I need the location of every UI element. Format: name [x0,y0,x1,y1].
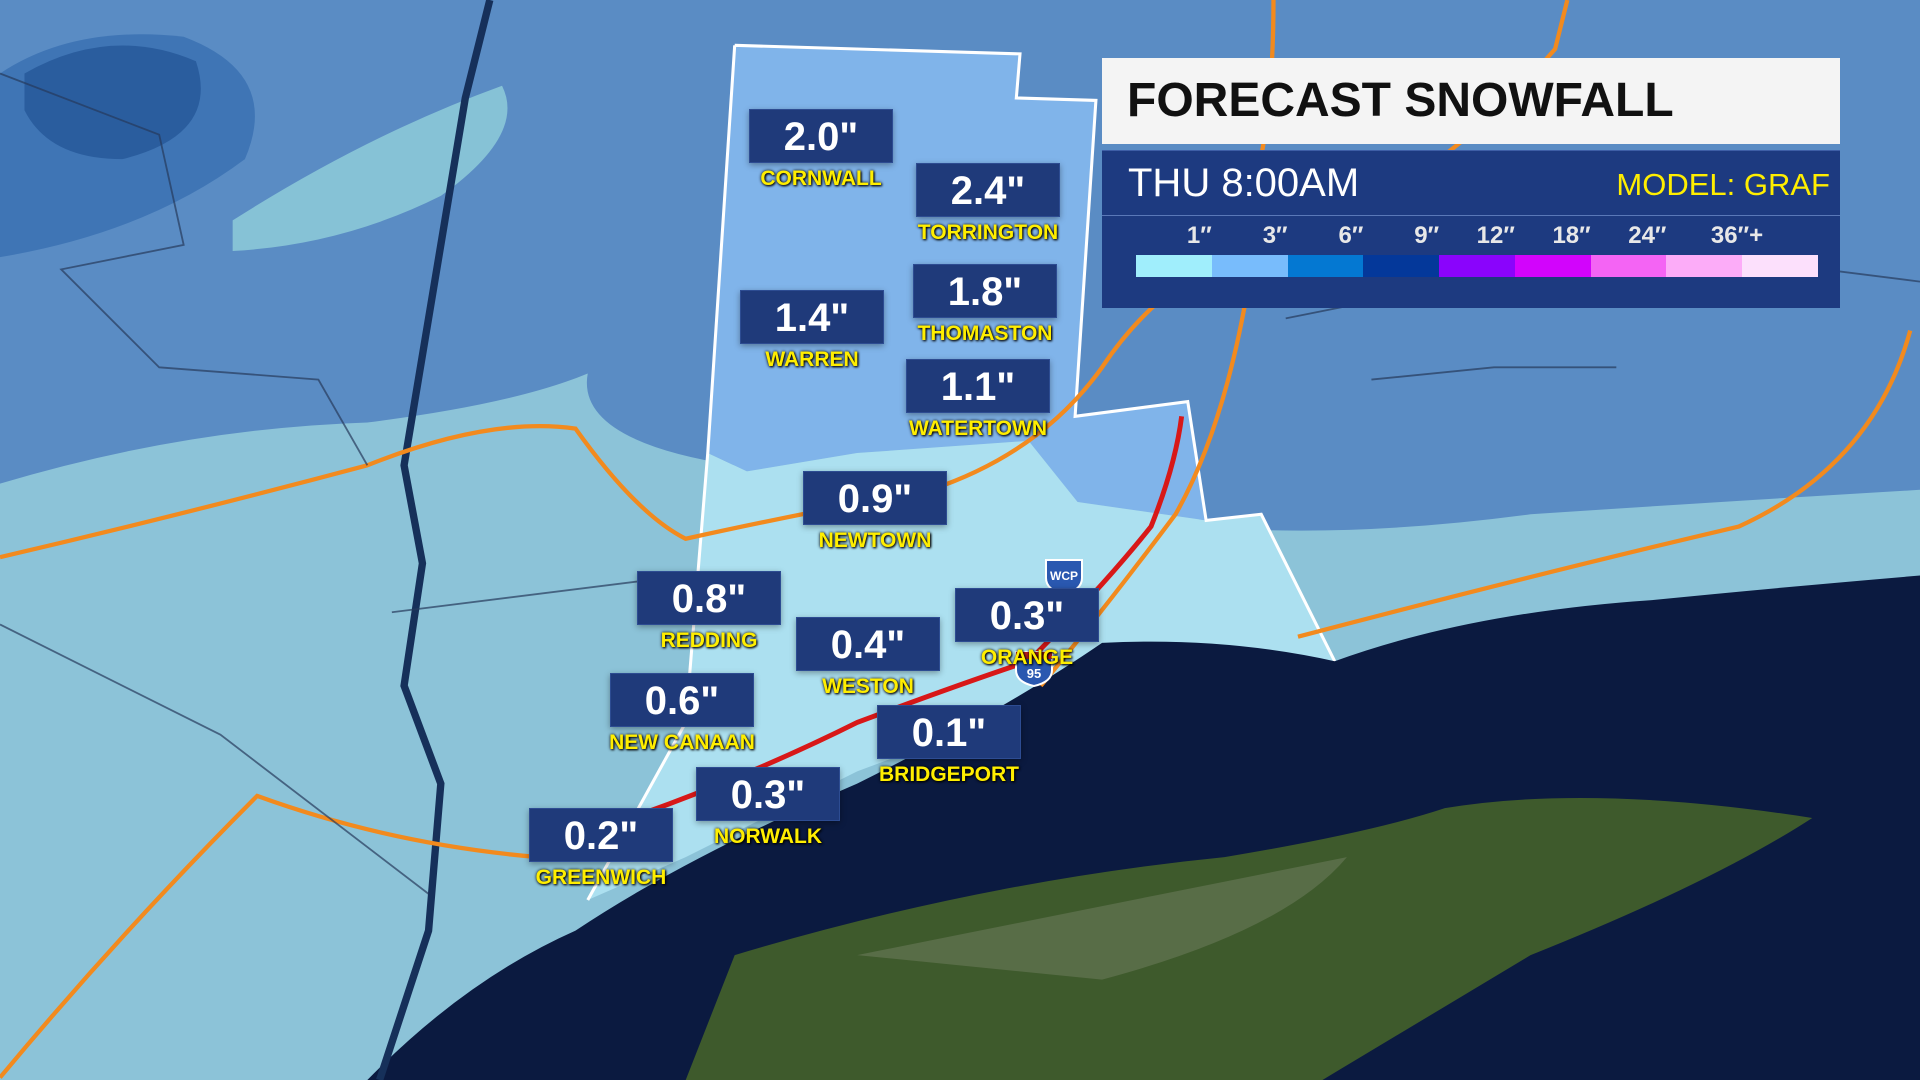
town-label-newtown: 0.9" NEWTOWN [803,471,947,553]
town-label-orange: 0.3" ORANGE [955,588,1099,670]
forecast-panel: FORECAST SNOWFALL THU 8:00AM MODEL: GRAF… [1102,58,1840,308]
snowfall-value: 0.3" [955,588,1099,642]
town-name: TORRINGTON [917,221,1059,244]
snowfall-value: 2.4" [916,163,1060,217]
legend-swatch [1211,255,1288,277]
hudson-river [376,0,494,1080]
legend-tick-label: 3″ [1262,222,1288,249]
town-name: BRIDGEPORT [878,763,1019,786]
legend-tick-label: 18″ [1552,222,1591,249]
town-name: WARREN [765,348,859,371]
legend-swatch [1590,255,1667,277]
town-name: WATERTOWN [908,417,1048,440]
legend-swatch [1136,255,1212,277]
model-name: MODEL: GRAF [1616,167,1830,202]
legend-swatch [1363,255,1440,277]
town-label-greenwich: 0.2" GREENWICH [529,808,673,890]
snowfall-value: 1.8" [913,264,1057,318]
snowfall-value: 0.9" [803,471,947,525]
legend-swatch [1439,255,1515,277]
legend-tick-label: 9″ [1414,222,1440,249]
snowfall-value: 1.1" [906,359,1050,413]
panel-title: FORECAST SNOWFALL [1102,58,1840,144]
i95-shield-icon: 95 [1015,651,1053,688]
town-label-norwalk: 0.3" NORWALK [696,767,840,849]
town-name: NEWTOWN [818,529,932,552]
legend-tick-label: 1″ [1186,222,1212,249]
wcp-shield-label: WCP [1050,569,1078,583]
town-label-bridgeport: 0.1" BRIDGEPORT [877,705,1021,787]
town-label-redding: 0.8" REDDING [637,571,781,653]
legend-swatch [1287,255,1364,277]
town-name: ORANGE [980,646,1074,669]
town-name: REDDING [660,629,758,652]
i95-shield-label: 95 [1027,666,1041,681]
snowfall-value: 0.3" [696,767,840,821]
legend-swatch [1742,255,1819,277]
divider [1102,215,1840,216]
legend-tick-label: 24″ [1628,222,1667,249]
town-label-new-canaan: 0.6" NEW CANAAN [609,673,755,755]
legend-color-bar [1136,255,1819,277]
snowfall-value: 0.8" [637,571,781,625]
town-label-warren: 1.4" WARREN [740,290,884,372]
town-label-thomaston: 1.8" THOMASTON [913,264,1057,346]
legend-swatch [1514,255,1591,277]
legend-tick-label: 12″ [1476,222,1515,249]
town-label-torrington: 2.4" TORRINGTON [916,163,1060,245]
legend-swatch [1666,255,1743,277]
snow-band-light-north [232,85,508,252]
snowfall-value: 0.1" [877,705,1021,759]
snowfall-value: 1.4" [740,290,884,344]
snowfall-value: 2.0" [749,109,893,163]
town-name: NEW CANAAN [609,731,755,754]
town-name: GREENWICH [535,866,667,889]
town-name: THOMASTON [917,322,1053,345]
long-island-urban [857,857,1347,980]
legend-ticks: 1″ 3″ 6″ 9″ 12″ 18″ 24″ 36″+ [1136,221,1818,251]
town-name: CORNWALL [760,167,882,190]
legend-tick-label: 36″+ [1710,222,1764,249]
wcp-shield-icon: WCP [1045,559,1083,596]
snowfall-value: 0.4" [796,617,940,671]
long-island [685,797,1813,1080]
legend-tick-label: 6″ [1338,222,1364,249]
town-label-weston: 0.4" WESTON [796,617,940,699]
legend-panel: THU 8:00AM MODEL: GRAF 1″ 3″ 6″ 9″ 12″ 18″ 24″… [1102,150,1840,308]
snowfall-value: 0.2" [529,808,673,862]
town-name: WESTON [822,675,914,698]
forecast-time: THU 8:00AM [1128,161,1360,205]
town-label-watertown: 1.1" WATERTOWN [906,359,1050,441]
snow-band-heavy-core [24,45,201,160]
snowfall-value: 0.6" [610,673,754,727]
town-label-cornwall: 2.0" CORNWALL [749,109,893,191]
town-name: NORWALK [713,825,823,848]
